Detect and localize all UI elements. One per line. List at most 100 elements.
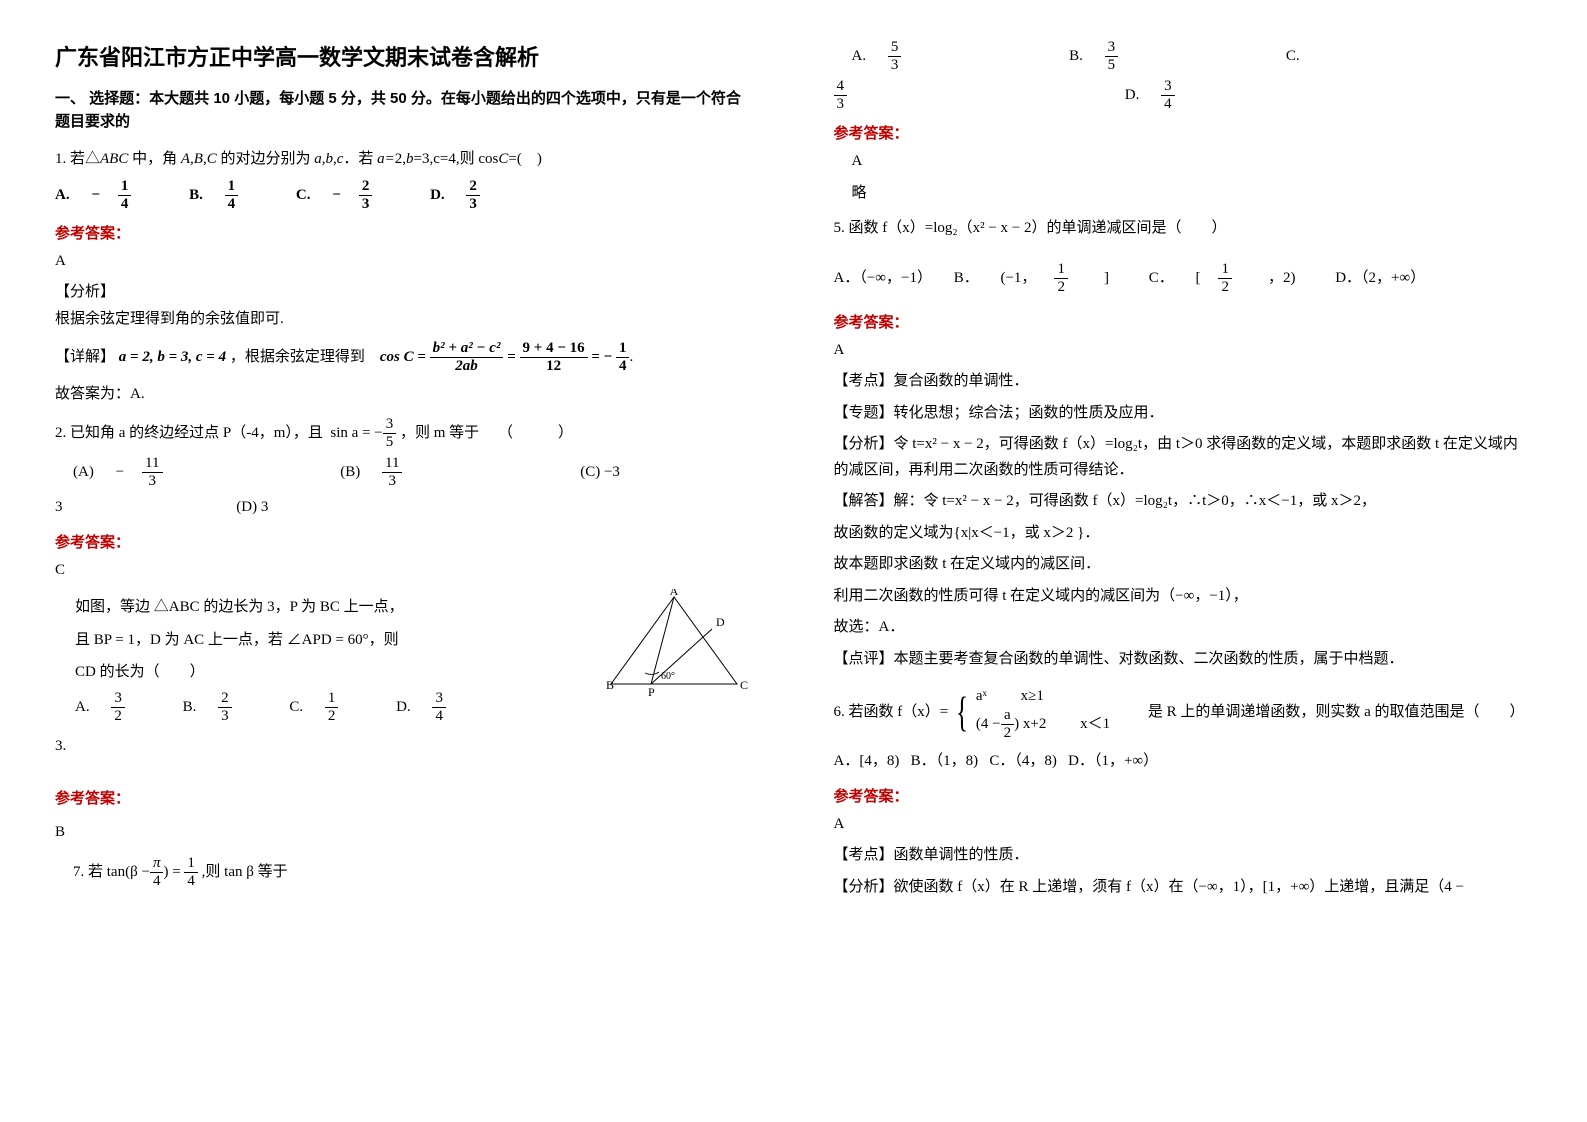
option-label: C. <box>296 179 311 212</box>
num: 1 <box>1054 262 1068 279</box>
text: 6. 若函数 f（x）= <box>834 704 949 720</box>
num: 3 <box>1161 79 1175 96</box>
q1-stem: 1. 若△ABC 中，角 A,B,C 的对边分别为 a,b,c．若 a=2,b=… <box>55 147 749 173</box>
num: 3 <box>1105 40 1119 57</box>
q1-ans: A <box>55 249 749 275</box>
text: 的对边分别为 <box>217 151 315 167</box>
q7-optD: D. 34 <box>1125 79 1211 112</box>
den: 3 <box>218 708 232 724</box>
q5-t2: 【专题】转化思想；综合法；函数的性质及应用． <box>834 401 1533 427</box>
q3-ans: B <box>55 820 749 846</box>
q5-t7: 利用二次函数的性质可得 t 在定义域内的减区间为（−∞，−1）， <box>834 584 1533 610</box>
text: ABC <box>100 151 128 167</box>
sign: − <box>332 179 341 212</box>
num: 1 <box>225 179 239 196</box>
q3-optA: A. 32 <box>75 691 161 724</box>
option-label: A. <box>852 40 867 73</box>
math: a = 2, b = 3, c = 4 <box>119 349 226 365</box>
text: a= <box>377 151 395 167</box>
q7-optB: B. 35 <box>1069 40 1154 73</box>
q7-options: A. 53 B. 35 C. <box>834 40 1533 73</box>
q7-options-row2: 43 D. 34 <box>834 79 1533 112</box>
tri-label-p: P <box>648 685 655 699</box>
q5-t6: 故本题即求函数 t 在定义域内的减区间． <box>834 552 1533 578</box>
text: a,b,c <box>314 151 343 167</box>
tri-angle: 60° <box>661 671 675 682</box>
den: 4 <box>184 873 198 889</box>
num: 1 <box>118 179 132 196</box>
option-label: B. <box>1069 40 1083 73</box>
den: 4 <box>432 708 446 724</box>
q7-extra: 略 <box>852 181 1533 207</box>
page-title: 广东省阳江市方正中学高一数学文期末试卷含解析 <box>55 40 749 72</box>
num: 4 <box>834 79 848 96</box>
q5-t1: 【考点】复合函数的单调性． <box>834 369 1533 395</box>
q5-optD: D．（2，+∞） <box>1335 262 1425 295</box>
num: 2 <box>359 179 373 196</box>
q6-ans-label: 参考答案： <box>834 785 1533 806</box>
q1-analysis: 根据余弦定理得到角的余弦值即可. <box>55 307 749 333</box>
text: =( ) <box>508 151 541 167</box>
den: 3 <box>359 196 373 212</box>
pw-expr: ) x+2 <box>1014 716 1046 732</box>
q6-optC: C．（4，8) <box>989 753 1057 769</box>
q1-detail: 【详解】 a = 2, b = 3, c = 4 ，根据余弦定理得到 cos C… <box>55 341 749 374</box>
num: 3 <box>383 417 397 434</box>
den: 2ab <box>455 358 478 374</box>
q7-optC: 43 <box>834 79 884 112</box>
q3-line3: CD 的长为（ ） <box>75 658 599 687</box>
text: b <box>406 151 414 167</box>
den: 2 <box>1054 279 1068 295</box>
option-label: D. <box>1125 79 1140 112</box>
q1-optC: C. − 23 <box>296 179 408 212</box>
den: 12 <box>520 358 588 374</box>
den: 2 <box>1218 279 1232 295</box>
piecewise: aˣ x≥1 (4 −a2) x+2 x＜1 <box>970 682 1144 743</box>
text: (−1， <box>1000 262 1036 295</box>
q2-row2: 3 (D) 3 <box>55 495 749 521</box>
option-label: (A) <box>73 456 94 489</box>
math: cos C = <box>380 349 426 365</box>
detail-tag: 【详解】 <box>55 349 115 365</box>
num: 1 <box>184 856 198 873</box>
q6-ans: A <box>834 812 1533 838</box>
left-column: 广东省阳江市方正中学高一数学文期末试卷含解析 一、 选择题：本大题共 10 小题… <box>0 0 794 1122</box>
num: 2 <box>218 691 232 708</box>
math: tan(β − <box>107 864 150 880</box>
text: A,B,C <box>181 151 217 167</box>
text: ，根据余弦定理得到 <box>230 349 365 365</box>
text: ，则 m 等于 <box>400 425 479 441</box>
q5-t9: 【点评】本题主要考查复合函数的单调性、对数函数、二次函数的性质，属于中档题． <box>834 647 1533 673</box>
q3-optB: B. 23 <box>183 691 268 724</box>
math: ) = <box>163 864 180 880</box>
q6-optD: D．（1，+∞） <box>1068 753 1158 769</box>
q6-optA: A．[4，8) <box>834 753 900 769</box>
text: 7. 若 <box>73 864 103 880</box>
q5-options: A．（−∞，−1） B． (−1，12] C． [12，2) D．（2，+∞） <box>834 262 1533 295</box>
den: 4 <box>616 358 630 374</box>
eq: = <box>507 349 516 365</box>
option-label: (B) <box>340 456 360 489</box>
q2-options: (A) −113 (B) 113 (C) −3 <box>55 456 749 489</box>
pw-expr: aˣ <box>976 688 987 704</box>
q2-optD: (D) 3 <box>236 499 268 515</box>
den: 3 <box>142 473 162 489</box>
q1-optB: B. 14 <box>189 179 274 212</box>
text: ,则 tan β 等于 <box>202 864 288 880</box>
num: 1 <box>1218 262 1232 279</box>
q3-ans-label: 参考答案： <box>55 787 749 808</box>
text: ，2) <box>1268 262 1296 295</box>
q3-line1: 如图，等边 △ABC 的边长为 3，P 为 BC 上一点， <box>75 593 599 622</box>
den: 5 <box>1105 57 1119 73</box>
den: 4 <box>1161 96 1175 112</box>
q6-t1: 【考点】函数单调性的性质． <box>834 843 1533 869</box>
den: 4 <box>150 873 164 889</box>
text: ．若 <box>343 151 377 167</box>
q1-optD: D. 23 <box>430 179 516 212</box>
q7-stem: 7. 若 tan(β −π4) = 14 ,则 tan β 等于 <box>73 856 749 889</box>
text: [ <box>1195 262 1200 295</box>
q3-options: A. 32 B. 23 C. 12 D. 34 <box>75 691 599 724</box>
math: sin a = − <box>330 425 382 441</box>
text: 是 R 上的单调递增函数，则实数 a 的取值范围是（ ） <box>1148 704 1525 720</box>
tri-label-b: B <box>606 678 614 692</box>
